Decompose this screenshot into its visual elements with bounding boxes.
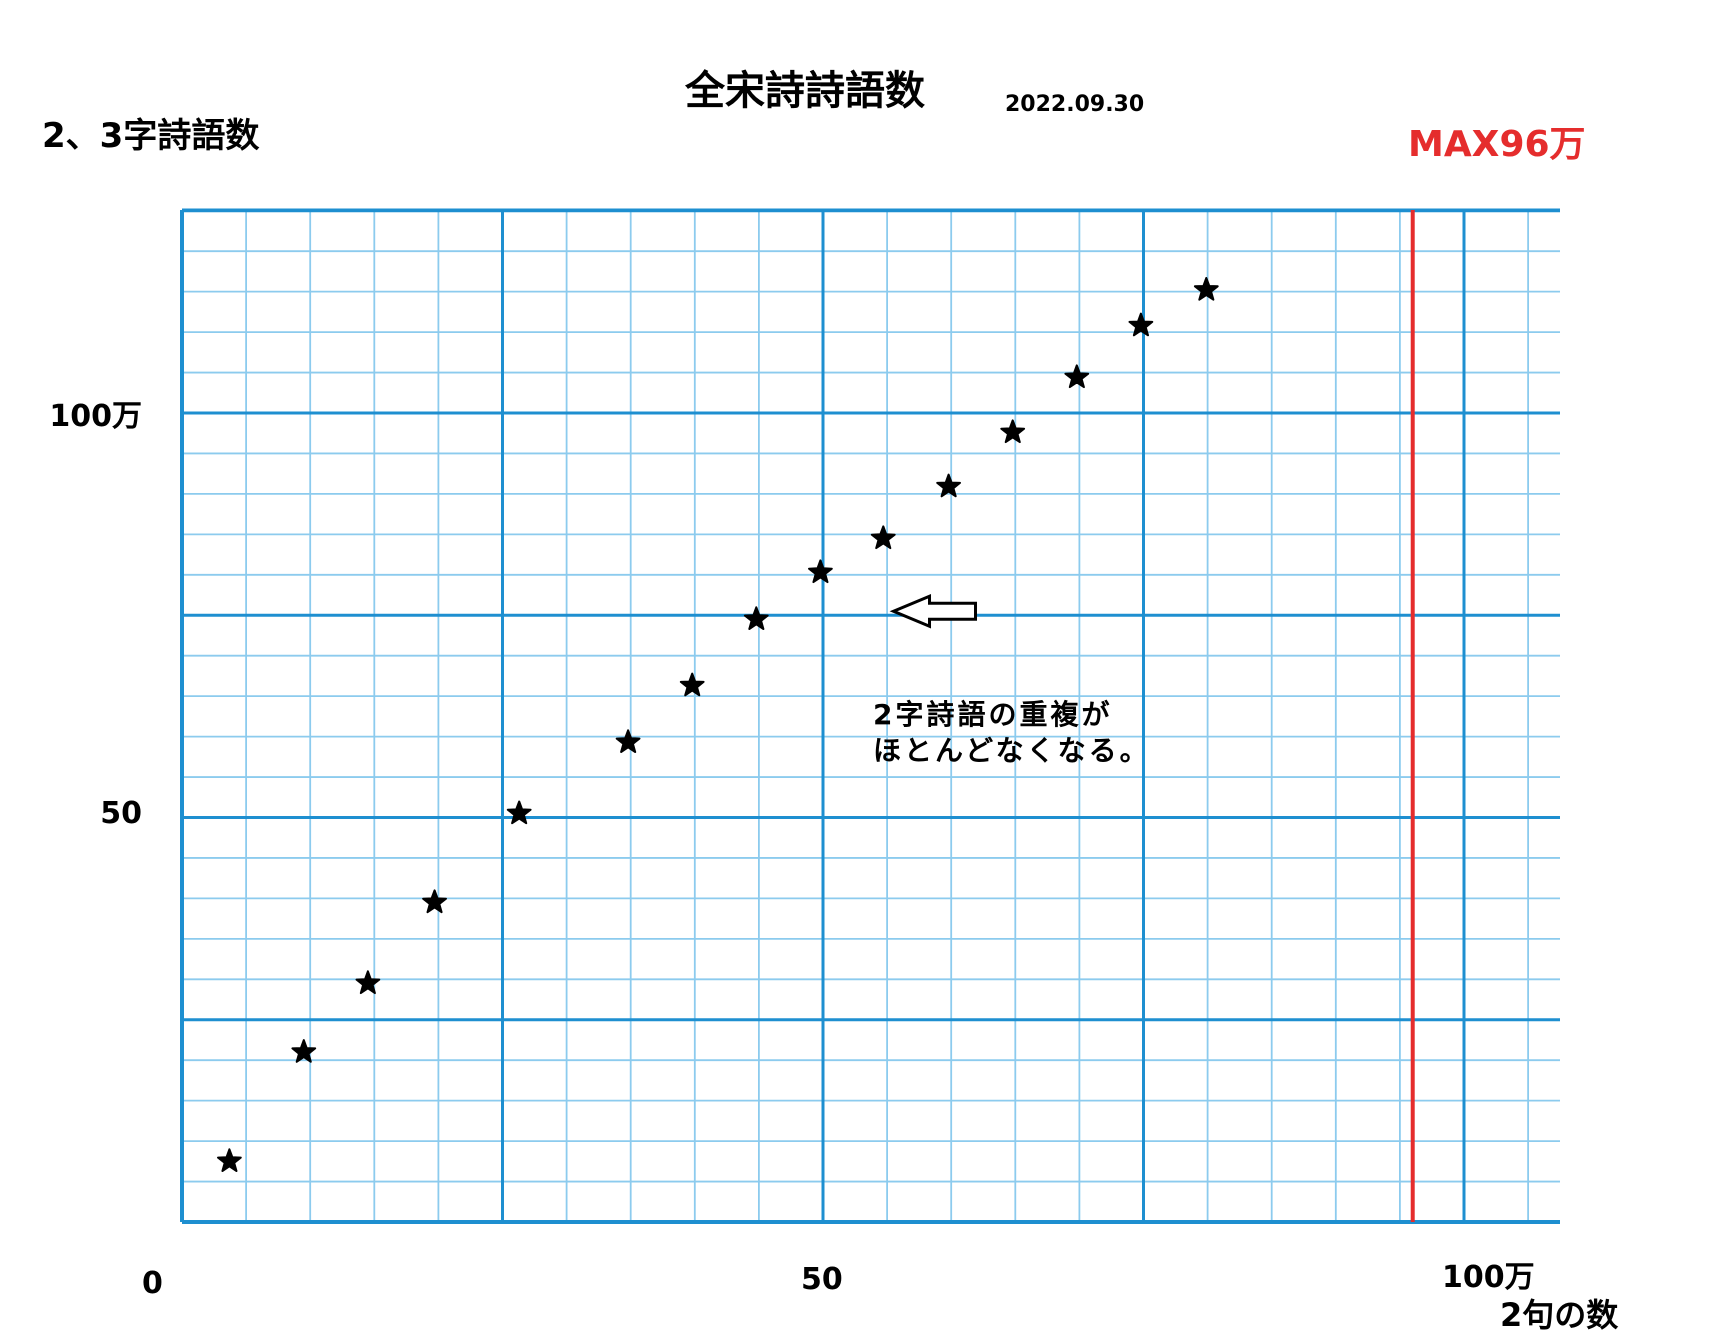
data-point-3 (355, 970, 381, 995)
data-point-4 (422, 889, 447, 914)
x-axis-label: 2句の数 (1500, 1296, 1619, 1334)
grid-minor (182, 210, 1560, 1222)
data-point-8 (743, 606, 769, 630)
data-points (217, 277, 1219, 1172)
annotation-line-2: ほとんどなくなる。 (873, 734, 1151, 767)
x-tick-label: 0 (142, 1266, 163, 1301)
annotation-arrow (889, 593, 978, 629)
annotation-text: 2字詩語の重複が ほとんどなくなる。 (873, 697, 1151, 769)
data-point-14 (1128, 312, 1154, 337)
annotation-line-1: 2字詩語の重複が (873, 698, 1113, 731)
data-point-9 (808, 559, 833, 584)
y-axis-label: 2、3字詩語数 (42, 116, 260, 156)
y-tick-label: 100万 (49, 399, 142, 434)
y-tick-label: 50 (100, 795, 142, 831)
grid-major (180, 209, 1560, 1224)
annotation-arrow-group (889, 593, 978, 629)
chart-title: 全宋詩詩語数 (685, 68, 925, 114)
data-point-7 (679, 672, 705, 697)
chart-date: 2022.09.30 (1005, 92, 1145, 117)
data-point-12 (1000, 419, 1026, 444)
data-point-10 (870, 525, 896, 550)
data-point-15 (1193, 277, 1219, 301)
data-point-2 (291, 1039, 317, 1063)
x-tick-label: 50 (801, 1262, 843, 1297)
data-point-6 (615, 729, 641, 753)
max-label: MAX96万 (1408, 124, 1586, 165)
x-tick-label: 100万 (1442, 1260, 1535, 1295)
axes (180, 208, 1560, 1224)
data-point-11 (936, 473, 961, 498)
data-point-5 (506, 800, 532, 825)
data-point-1 (217, 1148, 242, 1172)
data-point-13 (1064, 364, 1090, 389)
